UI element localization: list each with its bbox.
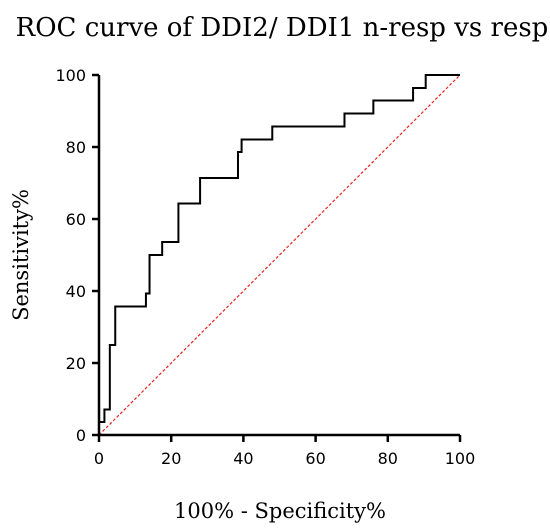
y-axis-label: Sensitivity% <box>9 189 33 321</box>
x-tick-label-60: 60 <box>305 449 325 468</box>
chart-title: ROC curve of DDI2/ DDI1 n-resp vs resp <box>16 13 549 43</box>
y-tick-label-80: 80 <box>66 138 86 157</box>
x-tick-label-40: 40 <box>233 449 253 468</box>
x-tick-label-100: 100 <box>445 449 476 468</box>
y-tick-label-60: 60 <box>66 210 86 229</box>
x-tick-label-80: 80 <box>378 449 398 468</box>
x-tick-label-20: 20 <box>161 449 181 468</box>
x-tick-label-0: 0 <box>94 449 104 468</box>
y-tick-label-20: 20 <box>66 354 86 373</box>
y-tick-label-0: 0 <box>76 426 86 445</box>
plot-area: 0 20 40 60 80 100 0 20 40 60 80 100 <box>55 66 475 468</box>
roc-curve-line <box>98 74 460 435</box>
y-tick-label-40: 40 <box>66 282 86 301</box>
y-tick-label-100: 100 <box>55 66 86 85</box>
x-axis-label: 100% - Specificity% <box>174 499 386 523</box>
